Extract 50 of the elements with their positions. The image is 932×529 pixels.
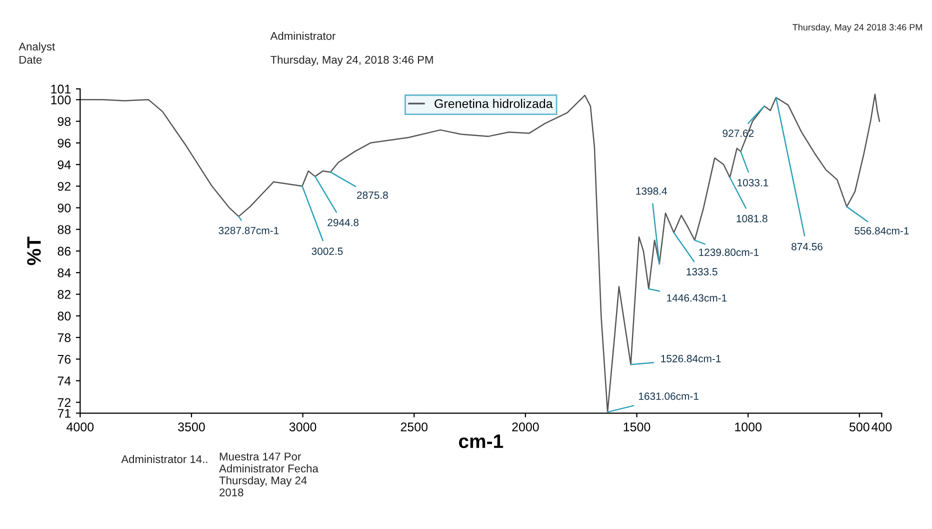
annotation: 1631.06cm-1	[638, 392, 698, 400]
annotation: 1081.8	[736, 214, 768, 222]
x-tick-label: 4000	[66, 422, 94, 432]
y-tick-label: 92	[58, 182, 70, 191]
x-tick-label: 3000	[289, 422, 316, 432]
text: Muestra 147 Por Administrator Fecha Thursday, May 24 2018	[219, 452, 318, 496]
annotation: 2875.8	[357, 192, 388, 199]
annotation: 3287.87cm-1	[218, 226, 279, 234]
y-tick-label: 94	[58, 160, 71, 170]
y-tick-label: 90	[58, 204, 71, 212]
annotation: 874.56	[792, 242, 822, 250]
text: Thursday, May 24, 2018 3:46 PM	[270, 56, 433, 66]
y-tick-label: 71	[58, 409, 71, 418]
x-tick-label: 400	[872, 422, 892, 432]
text: Analyst	[18, 42, 55, 53]
text: Date	[20, 56, 42, 64]
y-tick-label: 100	[51, 95, 71, 104]
text: Administrator 14..	[121, 454, 208, 464]
y-tick-label: 82	[58, 290, 70, 299]
text: Administrator	[270, 32, 336, 40]
x-tick-label: 3500	[178, 422, 205, 432]
y-tick-label: 86	[58, 246, 71, 256]
text: Thursday, May 24 2018 3:46 PM	[792, 24, 922, 32]
y-tick-label: 76	[58, 354, 71, 364]
y-axis-title: %T	[27, 236, 41, 266]
annotation: 1239.80cm-1	[699, 248, 759, 256]
y-tick-label: 98	[58, 117, 71, 126]
annotation: 1398.4	[636, 187, 668, 195]
annotation: 3002.5	[312, 248, 343, 255]
annotation: 1333.5	[686, 268, 718, 276]
x-axis-title: cm-1	[458, 434, 504, 448]
x-tick-label: 1500	[624, 422, 650, 432]
y-tick-label: 72	[58, 398, 70, 407]
y-tick-label: 96	[58, 138, 71, 148]
x-tick-label: 2000	[512, 422, 539, 432]
legend-label: Grenetina hidrolizada	[434, 98, 553, 108]
y-tick-label: 74	[58, 376, 71, 386]
annotation: 1526.84cm-1	[661, 354, 721, 362]
annotation: 1033.1	[738, 178, 768, 186]
y-tick-label: 78	[58, 333, 71, 342]
y-tick-label: 84	[58, 268, 71, 278]
y-tick-label: 88	[58, 225, 71, 234]
annotation: 2944.8	[328, 218, 359, 226]
annotation: 556.84cm-1	[854, 227, 909, 234]
y-tick-label: 80	[58, 312, 71, 321]
y-tick-label: 101	[51, 84, 71, 94]
x-tick-label: 1000	[735, 422, 762, 432]
x-tick-label: 500	[849, 422, 870, 432]
x-tick-label: 2500	[400, 422, 428, 432]
annotation: 1446.43cm-1	[667, 294, 727, 302]
